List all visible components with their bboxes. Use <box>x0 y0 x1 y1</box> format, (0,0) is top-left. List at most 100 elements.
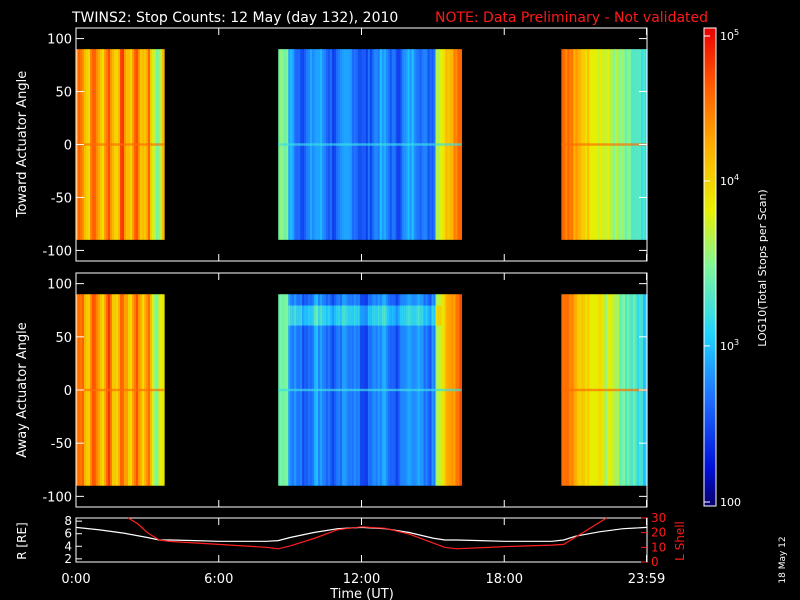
heatmap-band <box>308 305 311 326</box>
x-tick-label: 12:00 <box>343 572 380 587</box>
chart-title: TWINS2: Stop Counts: 12 May (day 132), 2… <box>71 10 398 26</box>
y-tick-label: 0 <box>64 139 72 154</box>
heatmap-band <box>304 305 307 326</box>
heatmap-band <box>391 305 395 326</box>
colorbar-scale <box>703 27 717 507</box>
heatmap-band <box>306 305 309 326</box>
lshell-series-line <box>127 517 607 550</box>
preliminary-note: NOTE: Data Preliminary - Not validated <box>435 10 708 26</box>
r-axis-label: R [RE] <box>15 522 29 559</box>
heatmap-band <box>385 305 389 326</box>
heatmap-band <box>339 305 343 326</box>
colorbar-tick-label: 103 <box>720 338 739 353</box>
heatmap-band <box>314 305 317 326</box>
heatmap-band <box>419 305 423 326</box>
middle-panel: 100 50 0 -50 -100 Away Actuator Angle <box>15 272 648 508</box>
heatmap-band <box>341 305 345 326</box>
heatmap-band <box>425 305 429 326</box>
heatmap-band <box>302 305 305 326</box>
zero-angle-line <box>561 388 647 392</box>
heatmap-band <box>320 305 323 326</box>
heatmap-band <box>411 305 415 326</box>
heatmap-band <box>409 305 413 326</box>
y-tick-label: 100 <box>47 33 72 48</box>
top-heatmap <box>76 49 648 240</box>
zero-angle-line <box>561 143 647 146</box>
heatmap-band <box>429 305 433 326</box>
heatmap-band <box>310 305 313 326</box>
heatmap-band <box>351 305 355 326</box>
heatmap-band <box>427 305 431 326</box>
heatmap-band <box>296 305 299 326</box>
lshell-tick-label: 30 <box>651 511 666 525</box>
heatmap-band <box>393 305 397 326</box>
middle-y-axis-label: Away Actuator Angle <box>15 322 30 457</box>
x-tick-label: 0:00 <box>61 572 90 587</box>
heatmap-band <box>288 305 291 326</box>
colorbar: 105 104 103 100 LOG10(Total Stops per Scan) <box>703 27 769 509</box>
heatmap-band <box>389 305 393 326</box>
heatmap-band <box>365 305 369 326</box>
heatmap-band <box>322 305 325 326</box>
heatmap-band <box>331 305 335 326</box>
heatmap-band <box>330 305 333 326</box>
lshell-tick-label: 20 <box>651 526 666 540</box>
heatmap-band <box>433 305 437 326</box>
lshell-tick-label: 10 <box>651 540 666 554</box>
heatmap-band <box>387 305 391 326</box>
heatmap-band <box>337 305 341 326</box>
colorbar-label: LOG10(Total Stops per Scan) <box>756 189 769 346</box>
y-tick-label: 0 <box>64 384 72 399</box>
heatmap-band <box>375 305 379 326</box>
colorbar-ticks: 105 104 103 100 <box>704 28 741 509</box>
r-tick-label: 6 <box>64 527 72 541</box>
heatmap-band <box>318 305 321 326</box>
y-tick-label: 50 <box>55 86 72 101</box>
colorbar-tick-label: 105 <box>720 28 739 43</box>
heatmap-band <box>345 305 349 326</box>
zero-angle-line <box>76 388 165 392</box>
top-y-axis: 100 50 0 -50 -100 <box>42 33 647 259</box>
heatmap-band <box>405 305 409 326</box>
y-tick-label: -100 <box>42 244 72 259</box>
heatmap-band <box>324 305 327 326</box>
y-tick-label: 100 <box>47 278 72 293</box>
heatmap-band <box>316 305 319 326</box>
heatmap-band <box>359 305 363 326</box>
y-tick-label: -50 <box>51 191 72 206</box>
heatmap-band <box>355 305 359 326</box>
heatmap-band <box>300 305 303 326</box>
heatmap-band <box>423 305 427 326</box>
x-tick-label: 18:00 <box>486 572 523 587</box>
heatmap-band <box>403 305 407 326</box>
heatmap-band <box>333 305 337 326</box>
r-tick-label: 4 <box>64 539 72 553</box>
zero-angle-line <box>278 388 462 392</box>
x-tick-label: 23:59 <box>628 572 665 587</box>
r-tick-label: 2 <box>64 552 72 566</box>
zero-angle-line <box>278 143 462 146</box>
heatmap-band <box>401 305 405 326</box>
lshell-tick-label: 0 <box>651 555 659 569</box>
heatmap-band <box>312 305 315 326</box>
heatmap-band <box>343 305 347 326</box>
heatmap-band <box>383 305 387 326</box>
date-stamp: 18 May 12 <box>778 536 788 583</box>
heatmap-band <box>371 305 375 326</box>
y-tick-label: -100 <box>42 490 72 505</box>
zero-angle-line <box>76 143 165 146</box>
heatmap-band <box>437 305 441 326</box>
heatmap-band <box>363 305 367 326</box>
y-tick-label: 50 <box>55 331 72 346</box>
heatmap-band <box>347 305 351 326</box>
heatmap-band <box>377 305 381 326</box>
x-tick-label: 6:00 <box>204 572 233 587</box>
colorbar-tick-label: 100 <box>720 496 741 509</box>
heatmap-band <box>379 305 383 326</box>
heatmap-band <box>328 305 331 326</box>
heatmap-band <box>367 305 371 326</box>
time-axis-label: Time (UT) <box>329 587 394 600</box>
